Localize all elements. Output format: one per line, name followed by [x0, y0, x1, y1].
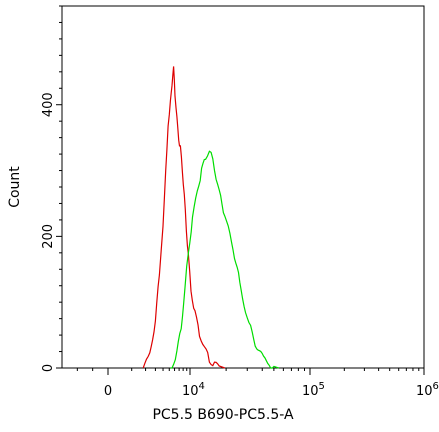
histogram-series-2	[170, 150, 279, 369]
y-tick-label: 400	[41, 92, 56, 117]
x-tick-label: 104	[182, 381, 205, 399]
x-tick-label: 106	[416, 381, 439, 399]
histogram-series-1	[142, 66, 226, 369]
x-tick-label: 0	[104, 384, 112, 399]
y-tick-label: 0	[41, 364, 56, 372]
plot-frame	[61, 5, 425, 369]
x-axis-label: PC5.5 B690-PC5.5-A	[152, 407, 294, 423]
x-tick-label: 105	[302, 381, 325, 399]
y-tick-label: 200	[41, 224, 56, 249]
y-axis-label: Count	[7, 166, 23, 208]
